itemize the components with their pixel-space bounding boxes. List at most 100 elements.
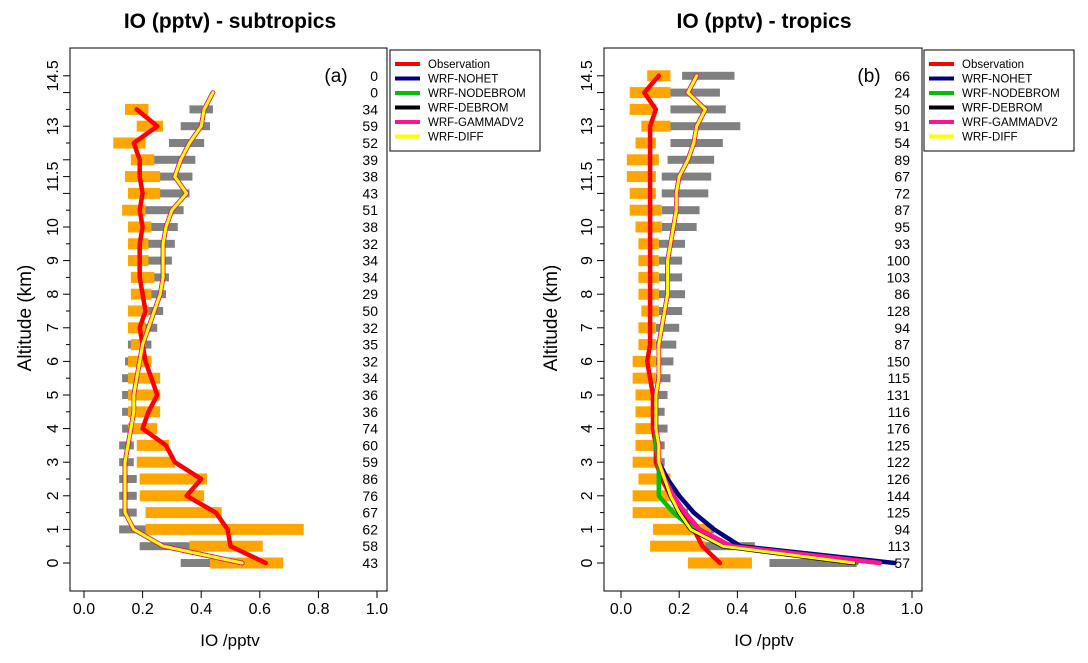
sample-count: 103 <box>887 269 911 285</box>
model-spread-bar <box>670 88 720 97</box>
sample-count: 52 <box>362 135 378 151</box>
legend-label: WRF-DEBROM <box>962 103 1043 115</box>
chart-title: IO (pptv) - subtropics <box>124 10 336 33</box>
x-tick-label: 0.4 <box>190 601 212 618</box>
sample-count: 113 <box>888 538 911 554</box>
sample-count: 86 <box>362 471 378 487</box>
observation-spread-bar <box>122 204 146 216</box>
sample-count: 150 <box>887 353 911 369</box>
sample-count: 35 <box>362 337 378 353</box>
observation-spread-bar <box>635 423 656 435</box>
observation-spread-bar <box>641 120 671 132</box>
x-tick-label: 0.6 <box>784 601 806 618</box>
legend-label: WRF-NOHET <box>962 74 1032 86</box>
sample-count: 67 <box>894 169 910 185</box>
model-spread-bar <box>670 139 723 147</box>
observation-spread-bar <box>145 523 304 535</box>
model-spread-bar <box>180 122 210 131</box>
x-tick-label: 0.6 <box>249 601 271 618</box>
sample-count: 59 <box>362 454 378 470</box>
observation-spread-bar <box>113 137 146 149</box>
sample-count: 38 <box>362 219 378 235</box>
observation-spread-bar <box>629 103 656 115</box>
observation-spread-bar <box>629 187 656 199</box>
sample-count: 95 <box>894 219 910 235</box>
y-tick-label: 6 <box>579 357 596 366</box>
sample-counts: 4358626776865960743636343235325029343432… <box>362 68 378 571</box>
y-tick-label: 4 <box>579 424 596 433</box>
model-spread-bar <box>670 105 726 114</box>
sample-count: 0 <box>370 68 378 84</box>
model-spread-bar <box>119 491 137 500</box>
y-tick-label: 14.5 <box>45 60 62 91</box>
model-spread-bar <box>119 508 137 517</box>
sample-count: 29 <box>362 286 378 302</box>
legend-label: WRF-GAMMADV2 <box>962 117 1058 129</box>
sample-count: 72 <box>894 185 910 201</box>
observation-spread-bar <box>635 137 656 149</box>
panel-label: (b) <box>857 66 880 87</box>
y-axis-label: Altitude (km) <box>15 265 36 372</box>
model-spread-bar <box>682 71 735 80</box>
y-tick-label: 9 <box>45 256 62 265</box>
sample-count: 176 <box>887 421 911 437</box>
legend-label: WRF-NODEBROM <box>962 88 1060 100</box>
model-spread-bar <box>136 290 167 299</box>
x-axis-label: IO /pptv <box>200 631 260 650</box>
observation-spread-bar <box>632 507 686 519</box>
y-tick-label: 4 <box>45 424 62 433</box>
model-spread-bar <box>667 155 715 164</box>
legend: Observation WRF-NOHET WRF-NODEBROM WRF-DEBR… <box>923 49 1075 152</box>
y-tick-label: 5 <box>45 390 62 399</box>
sample-count: 89 <box>894 152 910 168</box>
sample-count: 87 <box>894 202 910 218</box>
y-tick-label: 1 <box>45 525 62 534</box>
y-tick-label: 0 <box>579 558 596 567</box>
observation-spread-bar <box>635 439 659 451</box>
sample-count: 43 <box>362 555 378 571</box>
model-spread-bar <box>658 273 683 282</box>
x-axis-ticks: 0.0 0.2 0.4 0.6 0.8 1.0 <box>73 591 388 618</box>
x-tick-label: 0.8 <box>843 601 865 618</box>
x-tick-label: 1.0 <box>901 601 923 618</box>
model-spread-bar <box>653 424 668 433</box>
y-tick-label: 9 <box>579 256 596 265</box>
x-tick-label: 0.0 <box>610 601 632 618</box>
observation-spread-bar <box>139 473 208 485</box>
sample-count: 128 <box>887 303 911 319</box>
sample-count: 91 <box>894 118 910 134</box>
model-spread-bar <box>151 155 196 164</box>
model-spread-bar <box>658 307 683 315</box>
sample-count: 34 <box>362 101 378 117</box>
y-axis-ticks: 0 1 2 3 4 5 6 7 8 9 10 11.5 13 14.5 <box>45 60 70 567</box>
sample-count: 57 <box>894 555 910 571</box>
y-tick-label: 1 <box>579 525 596 534</box>
y-tick-label: 13 <box>579 117 596 135</box>
x-axis-label: IO /pptv <box>734 631 794 650</box>
y-tick-label: 2 <box>579 491 596 500</box>
y-tick-label: 11.5 <box>45 162 62 192</box>
sample-count: 60 <box>362 437 378 453</box>
model-spread-bar <box>655 391 668 399</box>
observation-spread-bar <box>127 406 161 418</box>
panel-tropics: IO (pptv) - tropics Altitude (km) IO /pp… <box>541 10 1075 650</box>
legend-label: WRF-NODEBROM <box>428 88 526 100</box>
sample-count: 50 <box>894 101 910 117</box>
observation-spread-bar <box>139 490 205 502</box>
sample-count: 74 <box>362 421 378 437</box>
sample-count: 51 <box>362 202 378 218</box>
sample-count: 43 <box>362 185 378 201</box>
observation-spread-bar <box>136 120 164 132</box>
observation-spread-bar <box>209 557 284 569</box>
sample-count: 36 <box>362 387 378 403</box>
model-spread-bar <box>148 189 190 198</box>
observation-spread-bar <box>632 456 662 468</box>
series-lines <box>122 90 268 566</box>
sample-count: 122 <box>887 454 911 470</box>
series-line-observation <box>642 73 723 566</box>
series-line-wrf-nodebrom <box>653 73 859 566</box>
sample-count: 54 <box>894 135 910 151</box>
model-spread-bar <box>661 172 712 181</box>
legend-box <box>923 49 1075 152</box>
